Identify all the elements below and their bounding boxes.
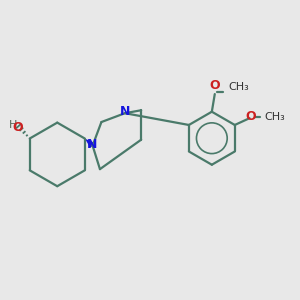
Text: N: N <box>87 139 97 152</box>
Text: N: N <box>120 105 131 118</box>
Text: O: O <box>209 79 220 92</box>
Text: O: O <box>12 121 23 134</box>
Text: O: O <box>246 110 256 123</box>
Polygon shape <box>85 139 95 148</box>
Text: CH₃: CH₃ <box>264 112 285 122</box>
Text: CH₃: CH₃ <box>228 82 249 92</box>
Text: H: H <box>9 120 17 130</box>
